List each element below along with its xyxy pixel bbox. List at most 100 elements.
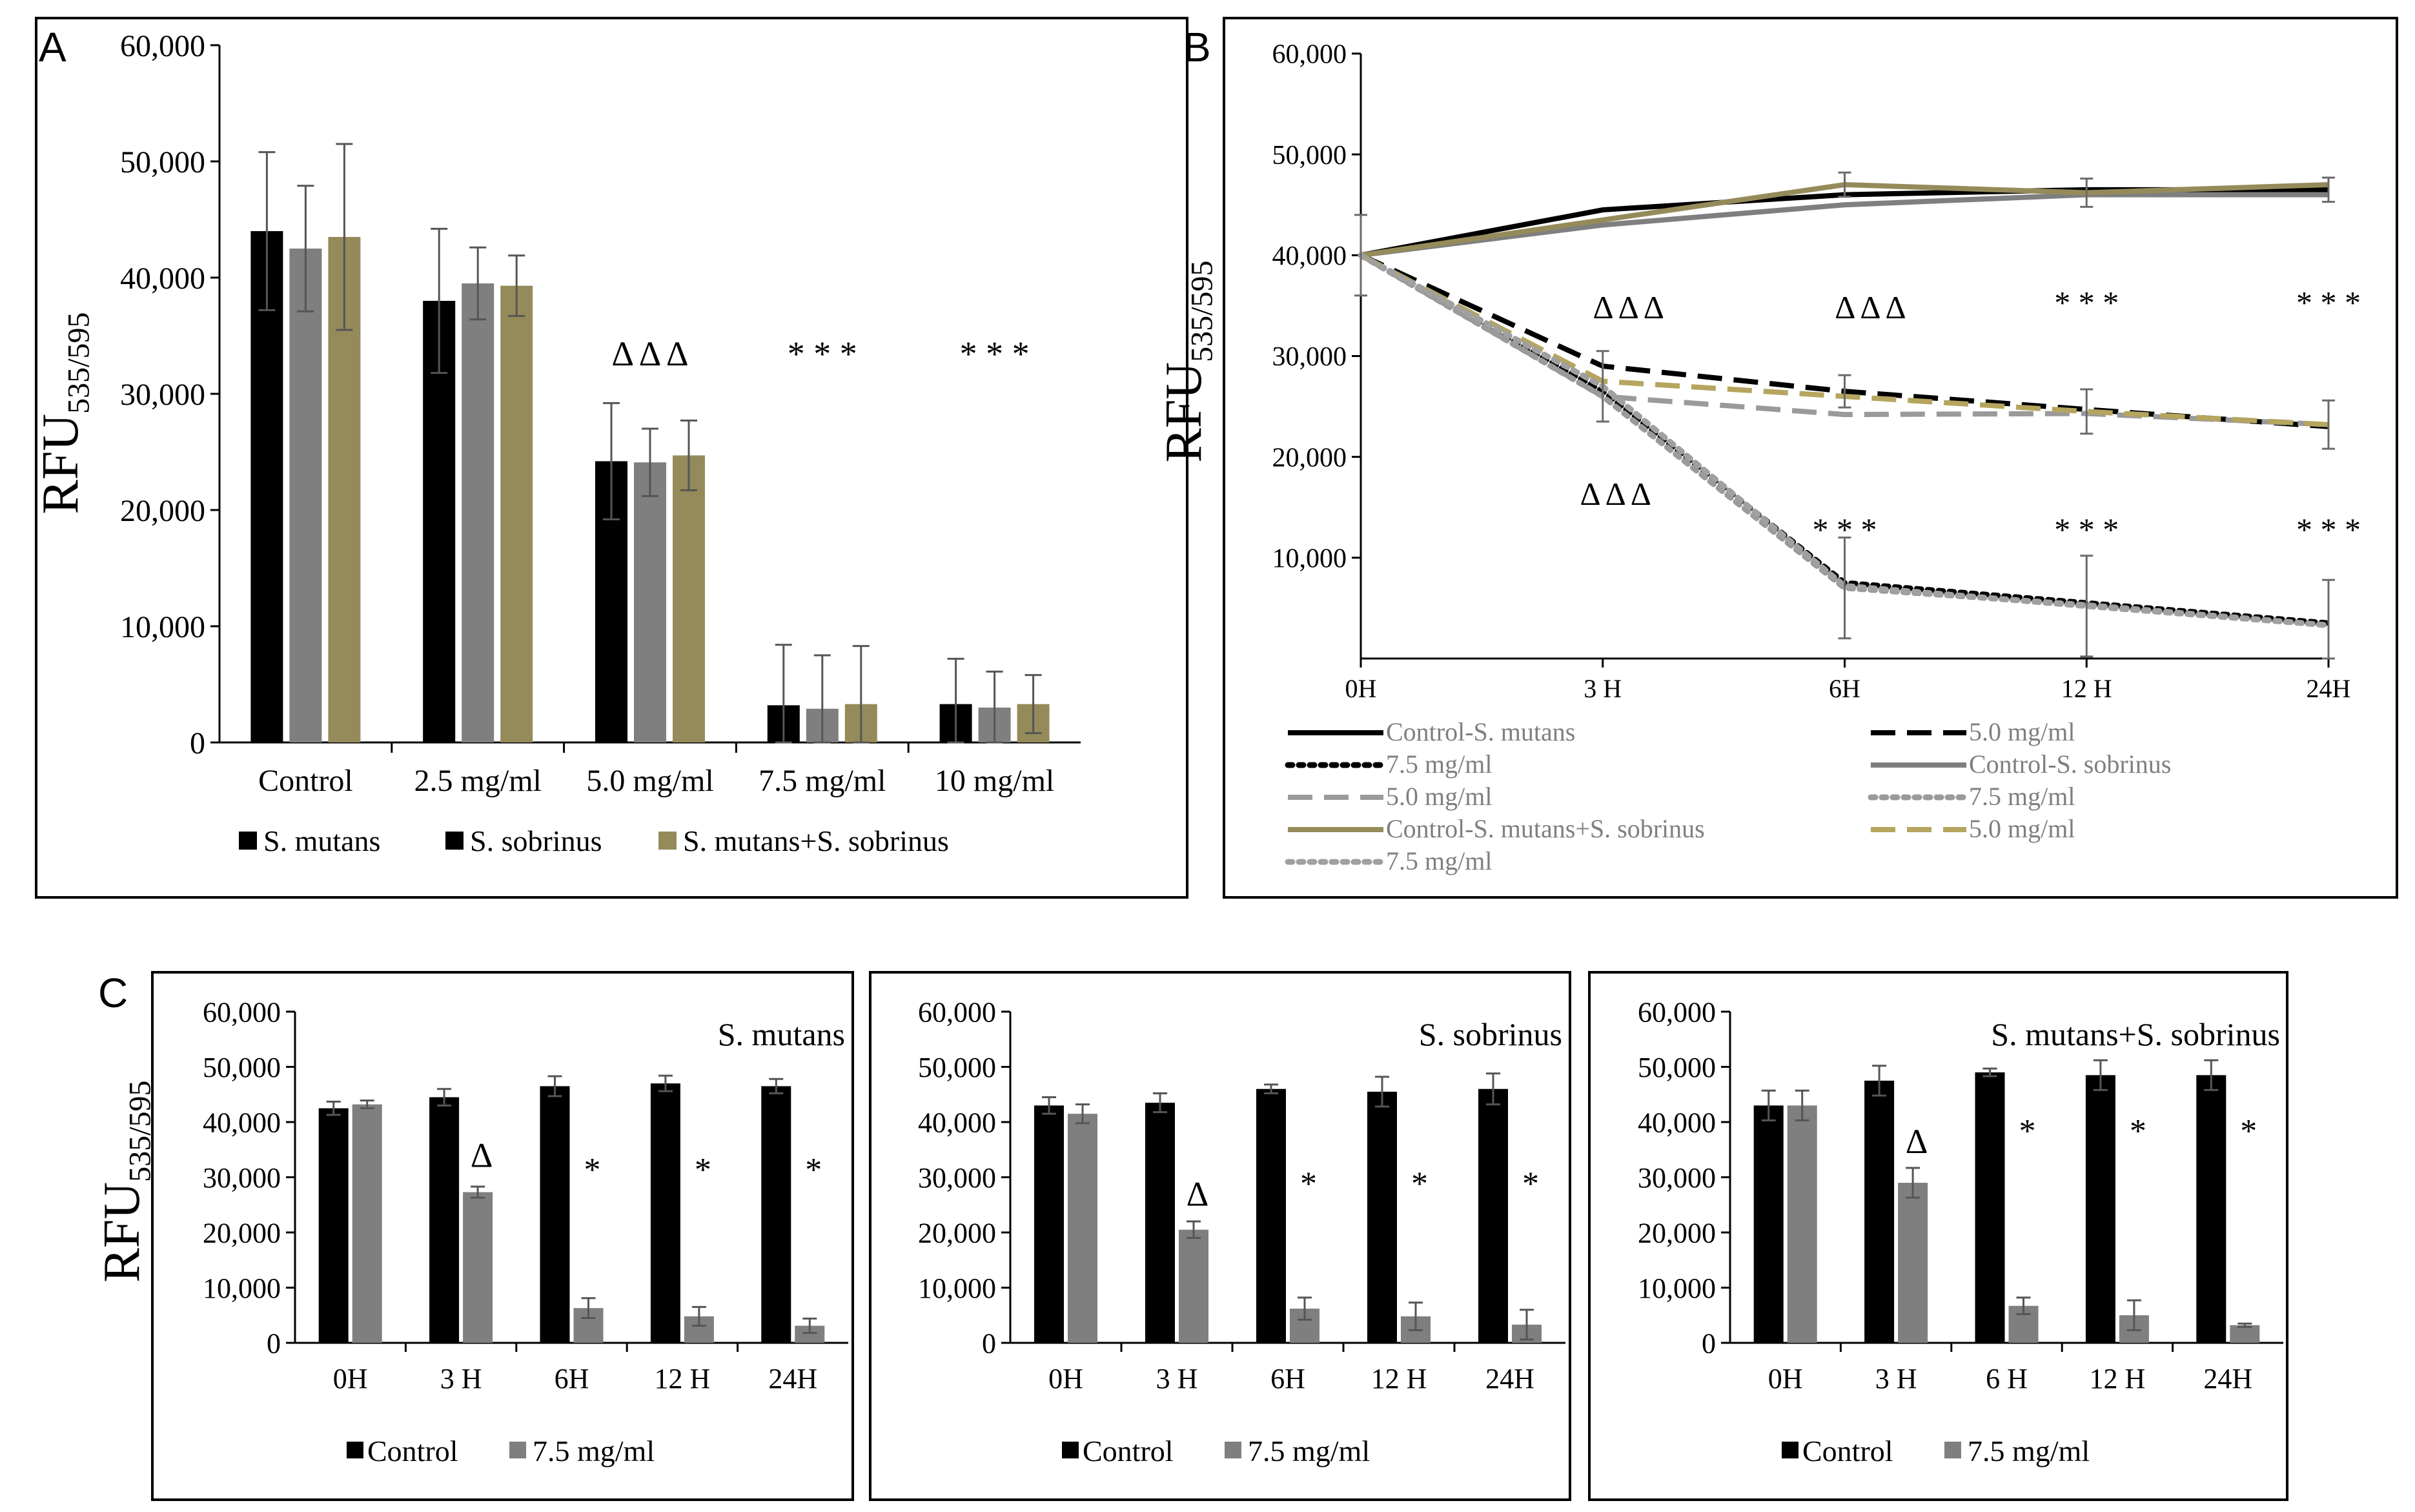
panel-b-legend-label: 7.5 mg/ml: [1386, 750, 1492, 779]
panel-c3-significance-mark: *: [2240, 1113, 2257, 1150]
panel-b-significance-mark: Δ Δ Δ: [1835, 289, 1906, 325]
panel-c2-category-label: 0H: [1048, 1363, 1083, 1395]
panel-a-bar: [500, 285, 533, 743]
panel-a-legend-label: S. sobrinus: [470, 824, 602, 857]
panel-c1-y-label-sub: 535/595: [123, 1081, 158, 1182]
panel-c1-significance-mark: *: [584, 1152, 601, 1189]
panel-b-significance-mark: * * *: [2054, 511, 2119, 547]
panel-c3-y-tick-label: 50,000: [1638, 1052, 1716, 1083]
panel-c1-significance-mark: Δ: [471, 1136, 493, 1175]
panel-b-significance-mark: Δ Δ Δ: [1593, 289, 1664, 325]
panel-a-bar: [289, 249, 322, 742]
panel-c1-category-label: 12 H: [655, 1363, 711, 1395]
panel-a-bar: [250, 231, 283, 742]
panel-c1-legend-swatch: [347, 1442, 363, 1458]
panel-c3-bar: [1975, 1072, 2005, 1343]
panel-a-significance-mark: * * *: [960, 334, 1030, 373]
panel-a-y-tick-label: 50,000: [120, 145, 205, 179]
panel-c2-y-tick-label: 40,000: [918, 1107, 996, 1138]
panel-c3-y-tick-label: 10,000: [1638, 1272, 1716, 1304]
panel-a-legend-swatch: [445, 832, 464, 850]
panel-c1-legend-label: Control: [367, 1435, 458, 1467]
panel-c2-y-tick-label: 50,000: [918, 1052, 996, 1083]
panel-a-letter: A: [39, 24, 66, 70]
panel-b-significance-mark: * * *: [2296, 511, 2361, 547]
panel-c2-category-label: 24H: [1485, 1363, 1534, 1395]
panel-b-legend-label: Control-S. mutans: [1386, 717, 1575, 746]
panel-c1-bar: [540, 1086, 570, 1343]
panel-a-significance-mark: Δ Δ Δ: [611, 334, 688, 373]
panel-a-y-label-main: RFU: [32, 414, 89, 515]
panel-b-letter: B: [1183, 24, 1211, 70]
panel-b-legend-label: 5.0 mg/ml: [1969, 814, 2075, 843]
panel-c2-legend-label: Control: [1083, 1435, 1174, 1467]
panel-c1-y-tick-label: 30,000: [203, 1162, 281, 1194]
panel-b-significance-mark: * * *: [1813, 511, 1877, 547]
panel-b-legend-label: Control-S. mutans+S. sobrinus: [1386, 814, 1705, 843]
panel-b-series-line: [1360, 187, 2328, 258]
panel-b-legend-label: 5.0 mg/ml: [1969, 717, 2075, 746]
panel-b-legend-label: 7.5 mg/ml: [1386, 846, 1492, 875]
panel-c3-significance-mark: *: [2019, 1113, 2036, 1150]
panel-c2-significance-mark: Δ: [1187, 1174, 1209, 1213]
panel-c2-y-tick-label: 10,000: [918, 1272, 996, 1304]
panel-c2-bar: [1145, 1103, 1175, 1343]
panel-c3-category-label: 3 H: [1875, 1363, 1917, 1395]
panel-c2-y-tick-label: 20,000: [918, 1217, 996, 1249]
panel-c2-significance-mark: *: [1522, 1165, 1539, 1202]
panel-c2-bar: [1179, 1229, 1208, 1343]
panel-c2-bar: [1256, 1088, 1286, 1343]
panel-a-bar: [462, 283, 494, 742]
panel-c3-bar: [2230, 1325, 2260, 1343]
panel-b-legend-label: Control-S. sobrinus: [1969, 750, 2171, 779]
panel-c2-frame: [869, 971, 1571, 1501]
panel-c3-bar: [1787, 1105, 1817, 1343]
panel-c3-y-tick-label: 60,000: [1638, 996, 1716, 1028]
panel-c3-frame: [1588, 971, 2288, 1501]
panel-c1-category-label: 6H: [555, 1363, 589, 1395]
panel-c3-significance-mark: *: [2130, 1113, 2146, 1150]
panel-c1-bar: [650, 1083, 680, 1343]
panel-c1-legend-label: 7.5 mg/ml: [533, 1435, 655, 1467]
panel-a-legend-swatch: [658, 832, 677, 850]
panel-b-x-tick-label: 3 H: [1584, 674, 1622, 703]
panel-a-y-tick-label: 60,000: [120, 29, 205, 63]
panel-c3-legend-swatch: [1782, 1442, 1799, 1458]
panel-c2-bar: [1068, 1114, 1097, 1343]
panel-c3-bar: [1898, 1183, 1928, 1343]
panel-b-legend-label: 5.0 mg/ml: [1386, 782, 1492, 811]
panel-c2-legend-swatch: [1062, 1442, 1079, 1458]
panel-c2-bar: [1478, 1088, 1508, 1343]
panel-b-significance-mark: * * *: [2296, 284, 2361, 320]
panel-a-bar: [634, 462, 666, 742]
panel-c3-category-label: 12 H: [2090, 1363, 2146, 1395]
panel-b-x-tick-label: 24H: [2307, 674, 2351, 703]
panel-a-frame: [35, 17, 1188, 899]
panel-c2-y-tick-label: 60,000: [918, 996, 996, 1028]
panel-a-category-label: 10 mg/ml: [935, 764, 1054, 798]
panel-b-series-line: [1360, 192, 2328, 258]
panel-c2-category-label: 12 H: [1371, 1363, 1427, 1395]
panel-c1-bar: [463, 1192, 493, 1343]
panel-b-x-tick-label: 0H: [1345, 674, 1377, 703]
panel-b-y-tick-label: 10,000: [1272, 544, 1347, 574]
panel-c3-legend-swatch: [1944, 1442, 1961, 1458]
panel-a-category-label: Control: [258, 764, 353, 798]
panel-a-legend-label: S. mutans+S. sobrinus: [683, 824, 949, 857]
panel-a-y-tick-label: 10,000: [120, 610, 205, 644]
panel-c3-y-tick-label: 20,000: [1638, 1217, 1716, 1249]
panel-a-category-label: 7.5 mg/ml: [759, 764, 886, 798]
panel-a-legend-label: S. mutans: [263, 824, 380, 857]
panel-c2-category-label: 3 H: [1156, 1363, 1198, 1395]
panel-b-y-tick-label: 40,000: [1272, 241, 1347, 271]
panel-c1-frame: [151, 971, 854, 1501]
panel-c2-title: S. sobrinus: [1419, 1016, 1562, 1052]
panel-c3-bar: [2196, 1075, 2226, 1343]
panel-b-frame: [1223, 17, 2398, 899]
panel-c-letter: C: [98, 970, 128, 1016]
panel-c2-significance-mark: *: [1300, 1165, 1317, 1202]
panel-a-bar: [673, 455, 705, 742]
panel-c2-bar: [1367, 1091, 1397, 1343]
panel-a-y-label: RFU535/595: [32, 312, 96, 515]
